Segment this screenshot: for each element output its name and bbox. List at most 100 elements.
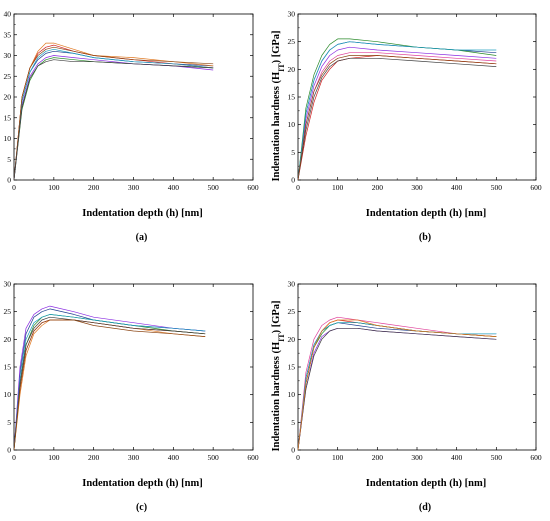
y-tick-label-a: 30 (4, 51, 12, 60)
y-axis-label-a: Indentation hardness (HIT) [GPa] (0, 30, 2, 181)
y-axis-label-c: Indentation hardness (HIT) [GPa] (0, 300, 2, 451)
x-axis-label-b: Indentation depth (h) [nm] (366, 208, 486, 219)
series-line-d-2 (297, 316, 497, 451)
y-tick-label-d: 5 (291, 418, 295, 427)
x-tick-label-a: 0 (12, 183, 16, 192)
series-line-a-7 (13, 46, 214, 181)
y-tick-label-a: 15 (4, 113, 12, 122)
y-tick-label-a: 40 (4, 10, 12, 19)
x-tick-label-b: 500 (491, 183, 503, 192)
x-tick-label-a: 500 (208, 183, 220, 192)
x-tick-label-b: 200 (372, 183, 384, 192)
y-tick-label-b: 25 (288, 37, 296, 46)
series-line-c-6 (13, 314, 206, 451)
y-tick-label-d: 10 (288, 390, 296, 399)
x-tick-label-d: 200 (372, 453, 384, 462)
y-tick-label-d: 20 (288, 335, 296, 344)
x-tick-label-c: 300 (128, 453, 140, 462)
x-tick-label-c: 100 (48, 453, 60, 462)
x-tick-label-b: 400 (451, 183, 463, 192)
series-line-b-7 (297, 57, 497, 181)
x-tick-label-d: 0 (296, 453, 300, 462)
x-axis-label-d: Indentation depth (h) [nm] (366, 478, 486, 489)
x-tick-label-d: 600 (530, 453, 542, 462)
y-axis-label-subscript-c: IT (0, 333, 2, 342)
x-tick-label-a: 600 (247, 183, 259, 192)
series-line-a-3 (13, 42, 214, 181)
y-tick-label-b: 30 (288, 10, 296, 19)
x-tick-label-c: 200 (88, 453, 100, 462)
series-line-c-5 (13, 314, 206, 451)
y-tick-label-a: 5 (7, 155, 11, 164)
panel-d: 0 100 200 300 400 500 600 0 5 10 15 20 25 30 Indentati… (271, 280, 542, 514)
series-line-a-5 (13, 55, 214, 181)
series-line-d-4 (297, 327, 497, 451)
series-line-a-6 (13, 48, 214, 181)
series-line-c-1 (13, 308, 206, 451)
series-line-d-5 (297, 322, 497, 451)
series-line-a-2 (13, 44, 214, 181)
y-axis-label-d: Indentation hardness (HIT) [GPa] (271, 300, 286, 451)
x-tick-label-b: 0 (296, 183, 300, 192)
x-tick-label-a: 400 (168, 183, 180, 192)
series-line-d-7 (297, 327, 497, 451)
y-tick-label-d: 0 (291, 446, 295, 455)
series-line-a-8 (13, 59, 214, 181)
series-line-b-5 (297, 46, 497, 181)
y-tick-label-c: 10 (4, 390, 12, 399)
y-tick-label-a: 10 (4, 134, 12, 143)
plot-frame-a (13, 13, 254, 181)
x-tick-label-b: 300 (411, 183, 423, 192)
series-line-c-8 (13, 319, 206, 451)
x-tick-label-d: 100 (332, 453, 344, 462)
y-tick-label-d: 15 (288, 363, 296, 372)
panel-label-c: (c) (136, 502, 147, 513)
x-axis-label-c: Indentation depth (h) [nm] (82, 478, 202, 489)
x-tick-label-d: 300 (411, 453, 423, 462)
y-axis-label-main-d: Indentation hardness (H (271, 342, 282, 452)
x-tick-label-b: 600 (530, 183, 542, 192)
panel-b: 0 100 200 300 400 500 600 0 5 10 15 20 25 30 Indentati… (271, 10, 542, 244)
series-line-d-1 (297, 322, 497, 451)
y-tick-label-c: 25 (4, 307, 12, 316)
x-tick-label-d: 500 (491, 453, 503, 462)
series-line-d-8 (297, 319, 497, 451)
series-line-b-3 (297, 55, 497, 181)
y-tick-label-a: 25 (4, 72, 12, 81)
series-line-b-2 (297, 38, 497, 181)
series-line-b-1 (297, 41, 497, 181)
series-line-c-3 (13, 319, 206, 451)
y-tick-label-c: 0 (7, 446, 11, 455)
series-line-a-1 (13, 50, 214, 181)
y-tick-label-b: 0 (291, 176, 295, 185)
y-tick-label-b: 10 (288, 120, 296, 129)
series-line-d-3 (297, 319, 497, 451)
series-line-d-6 (297, 322, 497, 451)
panel-label-d: (d) (419, 502, 431, 513)
y-tick-label-c: 30 (4, 280, 12, 289)
y-tick-label-b: 5 (291, 148, 295, 157)
y-tick-label-d: 30 (288, 280, 296, 289)
y-tick-label-a: 35 (4, 30, 12, 39)
y-axis-label-subscript-d: IT (277, 333, 286, 342)
y-tick-label-b: 20 (288, 65, 296, 74)
y-axis-label-subscript-a: IT (0, 63, 2, 72)
y-axis-label-unit-b: ) [GPa] (271, 30, 282, 63)
panel-a: 0 100 200 300 400 500 600 0 5 10 15 20 25 30 35 40 Inden… (0, 10, 259, 244)
y-tick-label-b: 15 (288, 93, 296, 102)
y-axis-label-subscript-b: IT (277, 63, 286, 72)
series-line-c-2 (13, 305, 206, 451)
plot-frame-d (297, 283, 537, 451)
series-line-a-4 (13, 57, 214, 181)
series-line-c-7 (13, 316, 206, 451)
panel-label-a: (a) (136, 232, 148, 243)
x-tick-label-c: 0 (12, 453, 16, 462)
y-tick-label-c: 5 (7, 418, 11, 427)
x-tick-label-a: 200 (88, 183, 100, 192)
y-tick-label-c: 15 (4, 363, 12, 372)
x-tick-label-c: 400 (168, 453, 180, 462)
series-line-b-6 (297, 41, 497, 181)
panel-c: 0 100 200 300 400 500 600 0 5 10 15 20 25 30 Indentati… (0, 280, 259, 514)
x-tick-label-c: 500 (208, 453, 220, 462)
